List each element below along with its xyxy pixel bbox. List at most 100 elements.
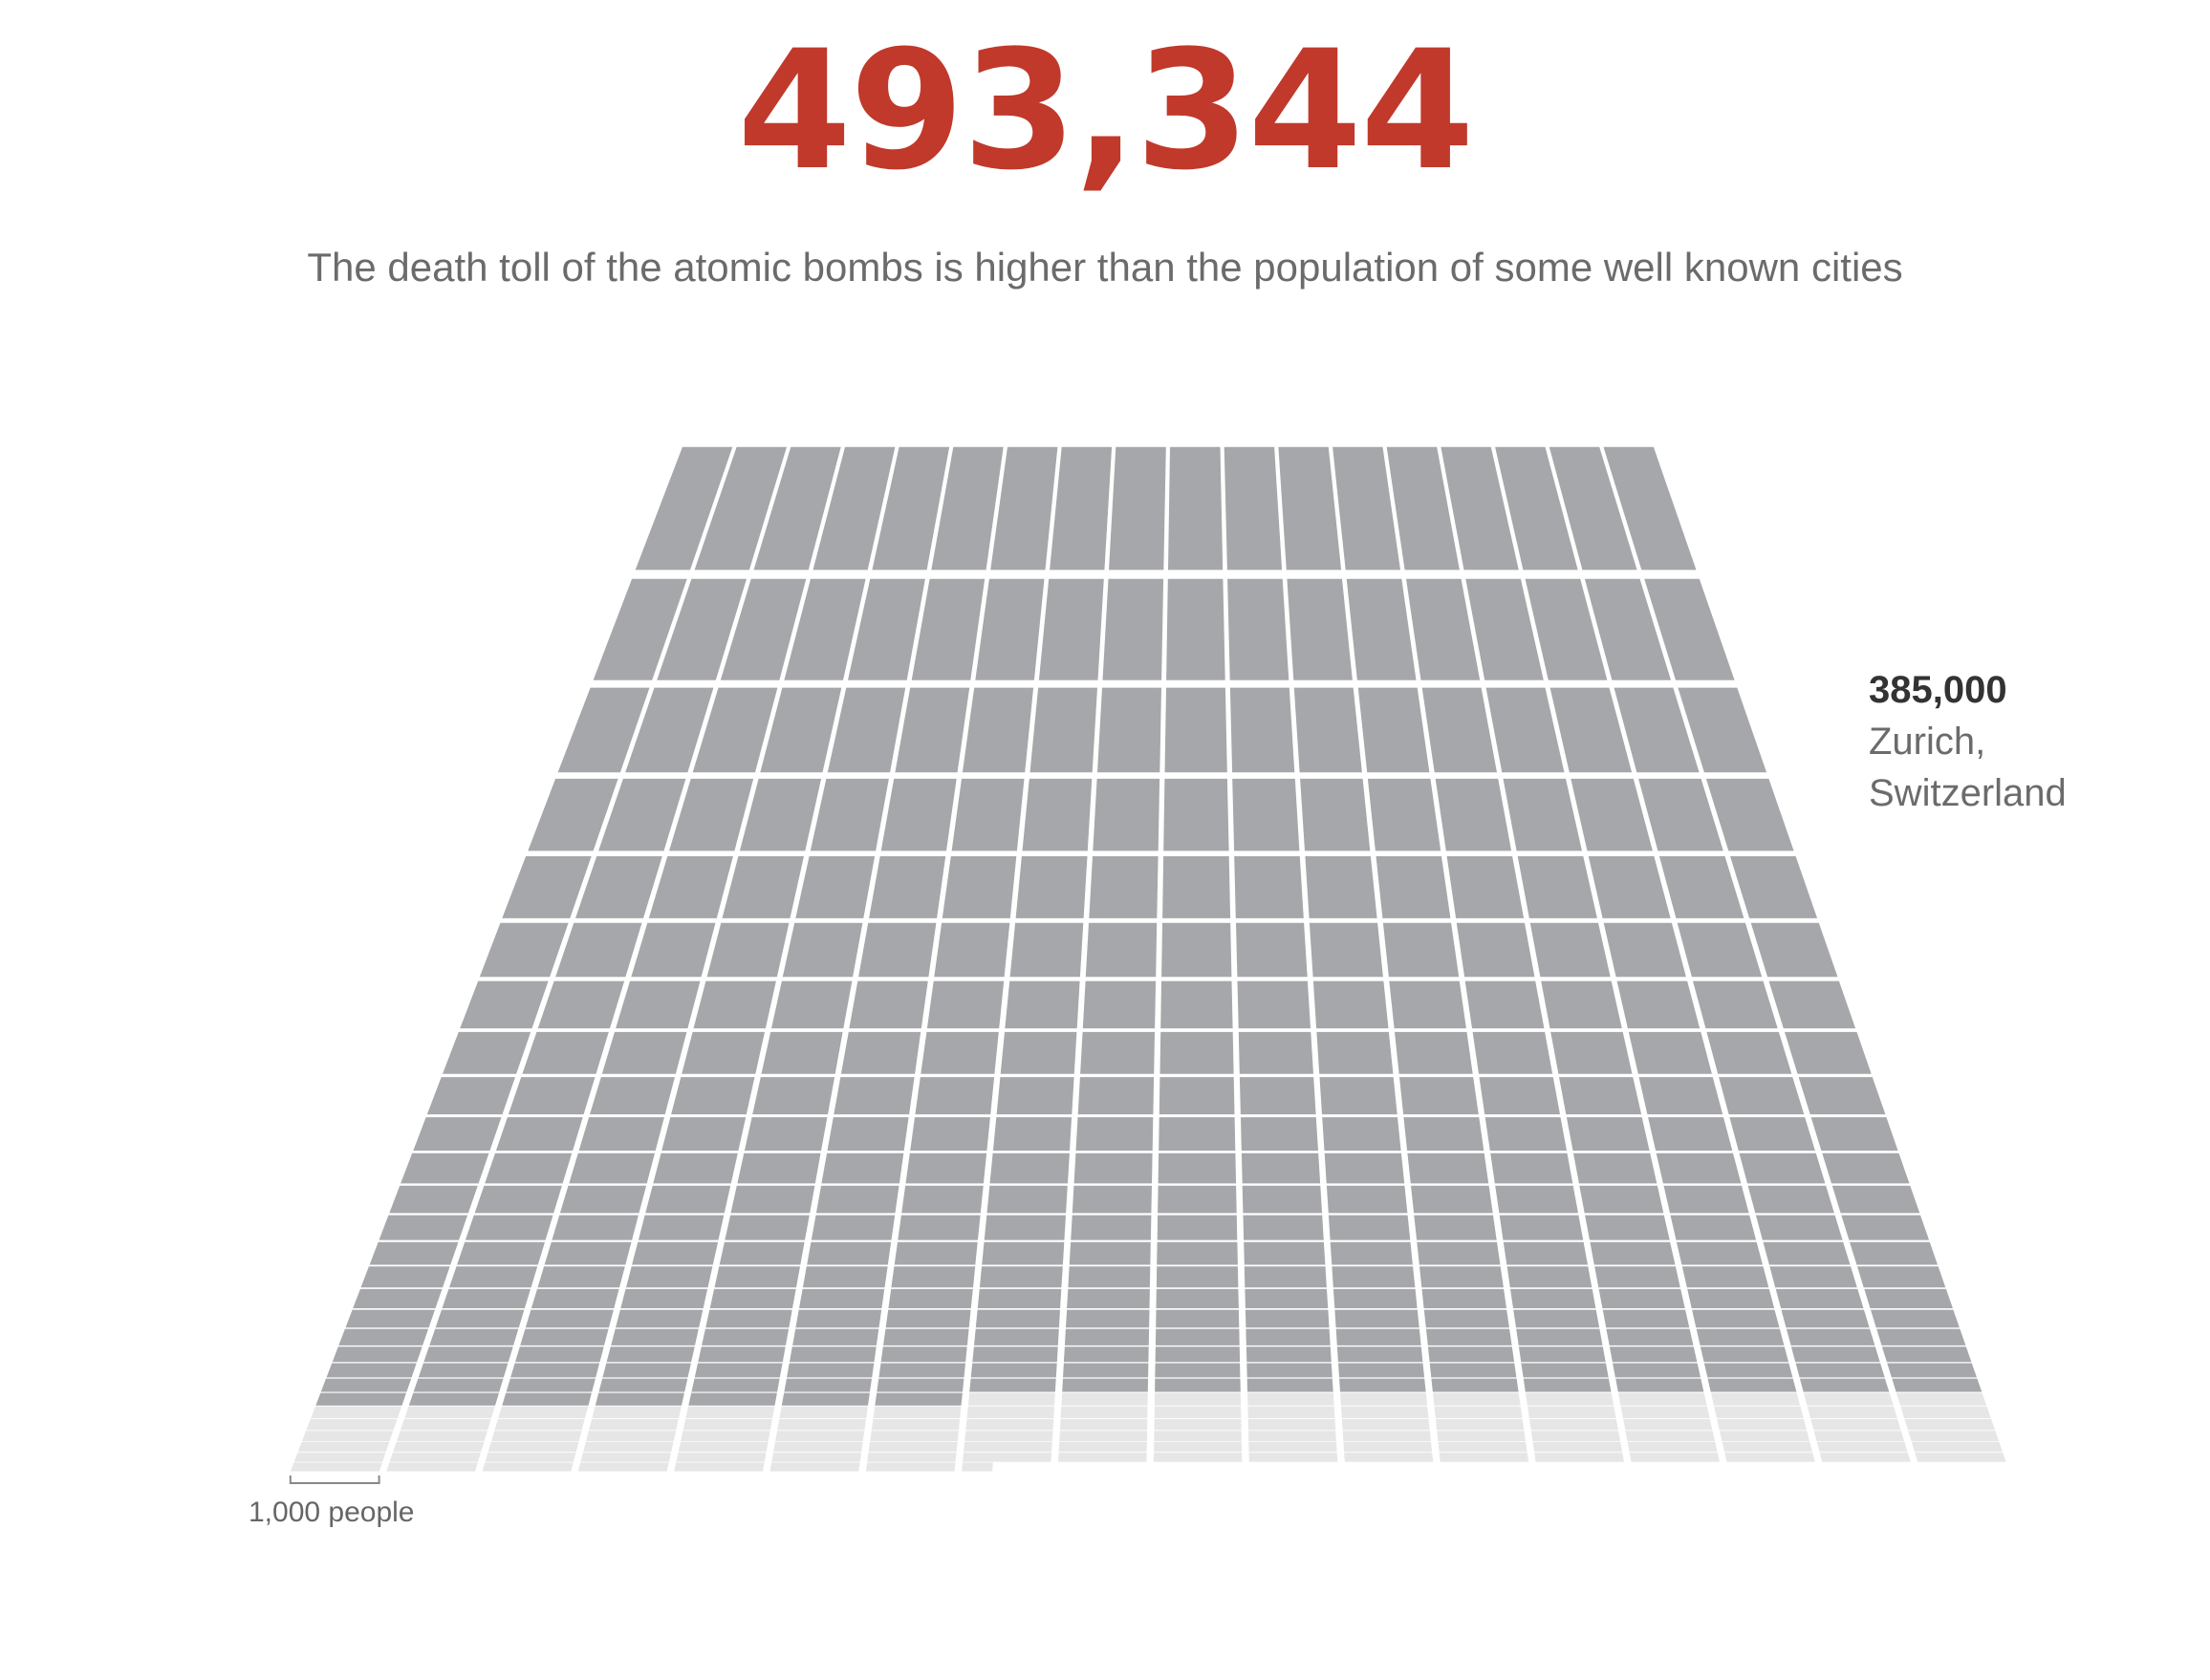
waffle-cell-zurich — [1881, 1346, 1972, 1363]
waffle-cell-zurich — [858, 922, 937, 978]
waffle-cell-zurich — [1156, 1266, 1239, 1288]
waffle-cell — [1154, 1392, 1242, 1406]
waffle-cell-zurich — [1703, 1363, 1793, 1378]
waffle-cell — [775, 1431, 865, 1442]
waffle-cell-zurich — [880, 1346, 967, 1363]
waffle-cell-zurich — [744, 1117, 828, 1152]
waffle-cell-zurich — [1316, 1031, 1394, 1074]
waffle-cell-zurich — [1406, 578, 1481, 680]
waffle-cell — [1154, 1406, 1242, 1418]
waffle-cell-zurich — [1681, 1266, 1769, 1288]
waffle-cell-zurich — [479, 922, 569, 978]
waffle-cell-zurich — [827, 1117, 909, 1152]
waffle-cell-zurich — [977, 1288, 1062, 1308]
waffle-cell-zurich — [901, 1185, 984, 1214]
waffle-cell-zurich — [934, 922, 1010, 978]
waffle-cell-zurich — [1246, 1346, 1332, 1363]
waffle-cell-zurich — [552, 1215, 639, 1240]
waffle-cell-zurich — [1706, 1031, 1792, 1074]
waffle-cell-zurich — [1594, 1266, 1680, 1288]
waffle-cell-zurich — [502, 856, 592, 918]
waffle-cell — [592, 1406, 682, 1418]
waffle-cell-zurich — [898, 1215, 981, 1240]
waffle-cell — [1813, 1431, 1905, 1442]
waffle-cell-zurich — [1602, 1309, 1690, 1328]
waffle-cell-zurich — [531, 1288, 619, 1308]
waffle-cell — [498, 1406, 589, 1418]
waffle-cell-zurich — [877, 1378, 964, 1392]
waffle-cell-zurich — [1427, 1346, 1515, 1363]
waffle-cell-zurich — [1529, 922, 1611, 978]
waffle-cell-zurich — [802, 1266, 888, 1288]
waffle-cell-zurich — [1243, 1215, 1324, 1240]
waffle-cell-zurich — [1082, 980, 1157, 1029]
waffle-cell-zurich — [827, 687, 906, 773]
waffle-cell-zurich — [1155, 1346, 1241, 1363]
waffle-cell — [577, 1462, 669, 1472]
waffle-cell-zurich — [1411, 1185, 1493, 1214]
waffle-cell-zurich — [982, 1241, 1065, 1265]
waffle-cell — [1342, 1431, 1431, 1442]
waffle-cell-zurich — [1747, 1185, 1834, 1214]
waffle-cell-zurich — [984, 1215, 1066, 1240]
waffle-cell-zurich — [1550, 1031, 1633, 1074]
waffle-cell — [773, 1442, 863, 1453]
waffle-cell-zurich — [714, 1266, 800, 1288]
waffle-cell-zurich — [555, 922, 642, 978]
waffle-cell — [1629, 1453, 1720, 1462]
waffle-cell-zurich — [1328, 1215, 1411, 1240]
waffle-cell-zurich — [1616, 980, 1701, 1029]
waffle-cell-zurich — [1224, 446, 1283, 571]
waffle-cell-zurich — [760, 687, 842, 773]
waffle-cell-zurich — [1389, 980, 1466, 1029]
waffle-cell-zurich — [1029, 687, 1097, 773]
waffle-cell — [964, 1431, 1053, 1442]
waffle-cell-zurich — [1312, 980, 1389, 1029]
waffle-cell-zurich — [1687, 1288, 1775, 1308]
waffle-cell-zurich — [326, 1363, 417, 1378]
waffle-cell-zurich — [974, 1328, 1059, 1346]
waffle-cell-zurich — [578, 1117, 664, 1152]
waffle-cell — [1625, 1431, 1716, 1442]
waffle-cell-zurich — [423, 1346, 513, 1363]
waffle-cell — [482, 1462, 574, 1472]
waffle-cell-zurich — [848, 578, 925, 680]
waffle-cell-zurich — [1168, 446, 1224, 571]
waffle-cell-zurich — [442, 1288, 531, 1308]
waffle-cell-zurich — [989, 1152, 1070, 1184]
waffle-cell — [1532, 1442, 1623, 1453]
waffle-cell-zurich — [611, 1328, 699, 1346]
waffle-cell — [1717, 1418, 1807, 1431]
waffle-cell — [678, 1442, 769, 1453]
waffle-cell — [1620, 1406, 1710, 1418]
waffle-cell-zurich — [1109, 446, 1166, 571]
waffle-cell-zurich — [1678, 687, 1767, 773]
waffle-cell-zurich — [569, 1152, 655, 1184]
waffle-cell — [964, 1442, 1052, 1453]
waffle-cell-zurich — [1338, 1363, 1425, 1378]
waffle-cell-zurich — [1559, 1077, 1642, 1115]
waffle-cell-zurich — [1541, 980, 1622, 1029]
waffle-cell-zurich — [1332, 1266, 1416, 1288]
waffle-cell-zurich — [1246, 1328, 1331, 1346]
waffle-cell-zurich — [1245, 1309, 1330, 1328]
waffle-cell-zurich — [883, 1328, 969, 1346]
waffle-cell-zurich — [360, 1266, 450, 1288]
waffle-cell-zurich — [1750, 922, 1838, 978]
waffle-cell-zurich — [1831, 1185, 1920, 1214]
waffle-cell — [306, 1418, 398, 1431]
waffle-cell — [674, 1462, 765, 1472]
scale-legend-label: 1,000 people — [249, 1497, 415, 1528]
waffle-cell-zurich — [1705, 778, 1794, 851]
waffle-cell-zurich — [1322, 1117, 1401, 1152]
waffle-cell-zurich — [631, 922, 716, 978]
waffle-cell — [1623, 1418, 1713, 1431]
waffle-cell-zurich — [753, 446, 841, 571]
waffle-cell-zurich — [1066, 1309, 1150, 1328]
waffle-cell-zurich — [1510, 1288, 1596, 1308]
waffle-cell-zurich — [1064, 1328, 1150, 1346]
waffle-cell-zurich — [869, 856, 946, 918]
waffle-cell-zurich — [810, 778, 889, 851]
waffle-cell-zurich — [1386, 446, 1460, 571]
